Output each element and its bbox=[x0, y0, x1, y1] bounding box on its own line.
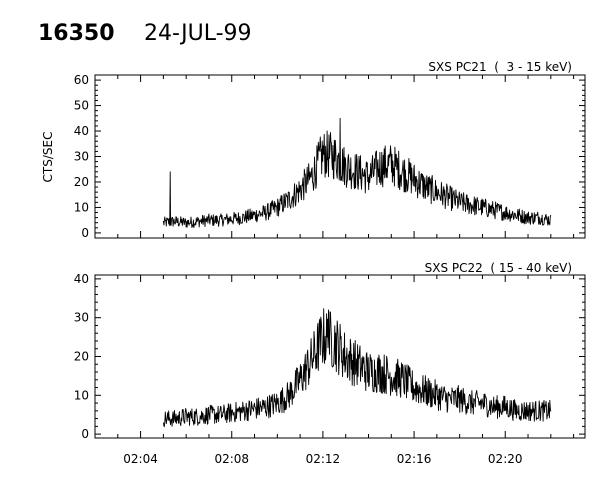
ticks-pc21 bbox=[94, 75, 585, 238]
x-tick-label: 02:04 bbox=[123, 452, 158, 466]
panel-pc21-title: SXS PC21 ( 3 - 15 keV) bbox=[428, 60, 572, 74]
tick-labels-pc22: 0 10 20 30 40 02:04 02:08 02:12 02:16 02:20 bbox=[74, 272, 523, 466]
y-tick-label: 40 bbox=[74, 124, 89, 138]
y-tick-label: 20 bbox=[74, 175, 89, 189]
x-tick-label: 02:08 bbox=[214, 452, 249, 466]
y-axis-label: CTS/SEC bbox=[41, 132, 55, 183]
tick-labels-pc21: 0 10 20 30 40 50 60 bbox=[74, 73, 89, 240]
event-number: 16350 bbox=[38, 21, 115, 46]
light-curve-pc22 bbox=[162, 308, 552, 428]
y-tick-label: 30 bbox=[74, 150, 89, 164]
panel-pc22-title: SXS PC22 ( 15 - 40 keV) bbox=[425, 261, 572, 275]
x-tick-label: 02:16 bbox=[397, 452, 432, 466]
x-tick-label: 02:20 bbox=[488, 452, 523, 466]
panel-pc22: SXS PC22 ( 15 - 40 keV) 0 10 20 30 40 02:04 02… bbox=[74, 261, 586, 466]
y-tick-label: 10 bbox=[74, 388, 89, 402]
y-tick-label: 40 bbox=[74, 272, 89, 286]
light-curve-pc21 bbox=[162, 117, 552, 229]
y-tick-label: 30 bbox=[74, 311, 89, 325]
y-tick-label: 0 bbox=[81, 427, 89, 441]
y-tick-label: 50 bbox=[74, 99, 89, 113]
event-date: 24-JUL-99 bbox=[144, 21, 252, 46]
y-tick-label: 60 bbox=[74, 73, 89, 87]
x-tick-label: 02:12 bbox=[306, 452, 341, 466]
y-tick-label: 20 bbox=[74, 350, 89, 364]
y-tick-label: 10 bbox=[74, 200, 89, 214]
ticks-pc22 bbox=[94, 275, 585, 438]
panel-pc21: SXS PC21 ( 3 - 15 keV) CTS/SEC 0 10 20 30 40… bbox=[41, 60, 586, 240]
y-tick-label: 0 bbox=[81, 226, 89, 240]
